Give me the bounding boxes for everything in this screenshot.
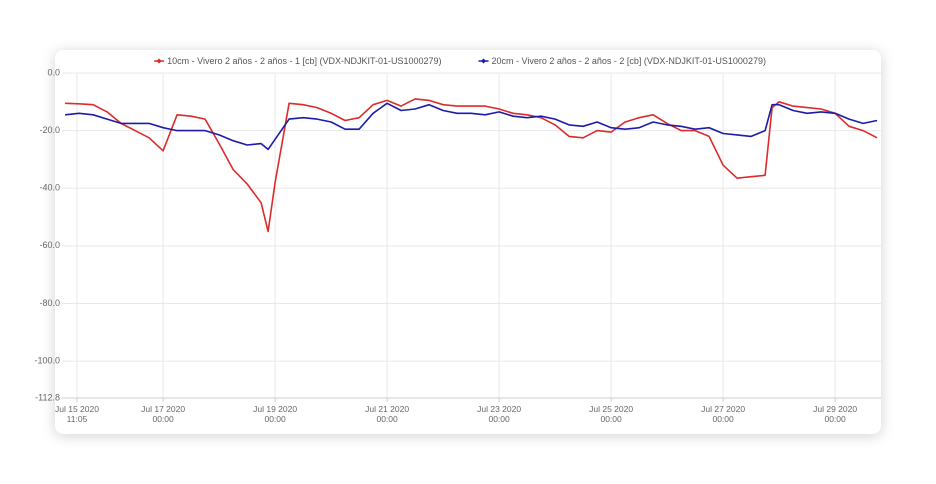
data-line xyxy=(65,102,878,151)
x-tick-label: Jul 17 2020 00:00 xyxy=(141,404,186,424)
data-line xyxy=(65,98,878,233)
x-tick-label: Jul 21 2020 00:00 xyxy=(365,404,410,424)
legend-marker xyxy=(156,58,162,64)
y-tick-label: -20.0 xyxy=(39,125,60,135)
x-tick-label: Jul 19 2020 00:00 xyxy=(253,404,298,424)
x-tick-label: Jul 29 2020 00:00 xyxy=(813,404,858,424)
y-tick-label: -60.0 xyxy=(39,240,60,250)
x-tick-label: Jul 25 2020 00:00 xyxy=(589,404,634,424)
y-tick-label: -112.8 xyxy=(35,392,60,402)
y-tick-label: -40.0 xyxy=(39,183,60,193)
legend-label: 10cm - Vivero 2 años - 2 años - 1 [cb] (… xyxy=(167,56,442,66)
y-tick-label: 0.0 xyxy=(47,67,60,77)
legend-marker xyxy=(481,58,486,64)
y-tick-label: -80.0 xyxy=(39,298,60,308)
legend-label: 20cm - Vivero 2 años - 2 años - 2 [cb] (… xyxy=(491,56,766,66)
x-tick-label: Jul 15 2020 11:05 xyxy=(54,404,99,424)
x-tick-label: Jul 27 2020 00:00 xyxy=(701,404,746,424)
x-tick-label: Jul 23 2020 00:00 xyxy=(477,404,522,424)
y-tick-label: -100.0 xyxy=(34,355,60,365)
